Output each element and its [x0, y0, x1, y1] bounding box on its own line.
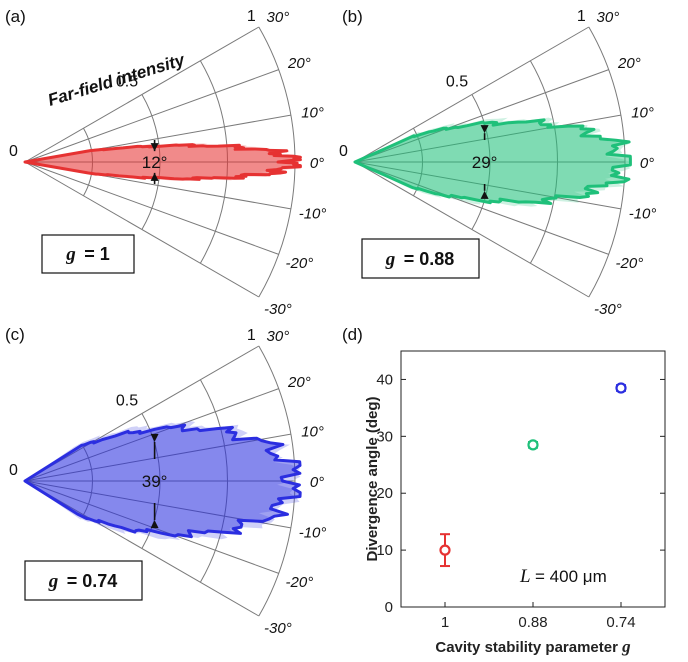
angle-tick-label: 30° [597, 9, 620, 26]
svg-text:g = 0.74: g = 0.74 [48, 571, 118, 592]
angle-tick-label: -10° [629, 206, 657, 223]
angle-tick-label: -10° [299, 525, 327, 542]
angle-tick-label: -20° [616, 255, 644, 272]
radial-tick-label: 1 [247, 327, 256, 344]
angle-tick-label: 10° [301, 423, 324, 440]
x-axis-label: Cavity stability parameter g [435, 637, 631, 656]
angle-tick-label: 10° [631, 104, 654, 121]
panel-label-b: (b) [342, 7, 363, 26]
g-value-c: = 0.74 [67, 571, 118, 591]
g-box-a: g = 1 [41, 234, 135, 274]
cavity-length-annotation: L = 400 μm [519, 566, 607, 587]
arrow-head [150, 433, 159, 442]
radial-tick-label: 1 [247, 8, 256, 25]
arrow-head [150, 172, 159, 181]
angle-tick-label: -30° [594, 301, 622, 318]
data-point [527, 439, 539, 451]
angle-tick-label: 0° [640, 155, 654, 172]
divergence-angle-label: 29° [472, 153, 498, 172]
y-tick-label: 10 [376, 542, 393, 559]
polar-grid-spoke [24, 345, 260, 482]
arrow-head [480, 190, 489, 199]
beam-halo [355, 117, 631, 207]
x-tick-label: 0.88 [518, 614, 547, 631]
y-tick-label: 0 [385, 599, 393, 616]
panel-label-d: (d) [342, 325, 363, 344]
polar-plot-c: 39° 0 0.5 1 30° 20° 10° 0° -10° -20° -30° [9, 327, 326, 637]
divergence-chart: 0 10 20 30 40 1 0.88 0.74 Divergence angle (de… [364, 350, 666, 656]
g-symbol-a: g [65, 244, 76, 265]
divergence-angle-label: 39° [142, 472, 168, 491]
x-tick-label: 1 [441, 614, 449, 631]
radial-tick-label: 0 [9, 462, 18, 479]
x-axis-ticks: 1 0.88 0.74 [441, 602, 636, 631]
radial-tick-label: 0.5 [116, 74, 138, 91]
polar-grid-spoke [354, 161, 621, 210]
polar-grid-spoke [354, 161, 609, 255]
radial-tick-label: 1 [577, 8, 586, 25]
angle-tick-label: 20° [287, 55, 311, 72]
polar-grid-spoke [354, 114, 621, 163]
g-box-c: g = 0.74 [24, 560, 143, 601]
angle-tick-label: -10° [299, 206, 327, 223]
g-value-b: = 0.88 [404, 249, 455, 269]
panel-label-c: (c) [5, 325, 25, 344]
angle-tick-label: -30° [264, 301, 292, 318]
beam-profile [23, 423, 302, 539]
polar-grid-spoke [24, 480, 260, 617]
x-tick-label: 0.74 [606, 614, 635, 631]
polar-plot-b: 29° 0 0.5 1 30° 20° 10° 0° -10° -20° -30° [339, 8, 656, 318]
g-box-b: g = 0.88 [361, 238, 480, 279]
arrow-head [150, 520, 159, 529]
angle-tick-label: 0° [310, 155, 324, 172]
beam-halo [25, 421, 301, 540]
angle-tick-label: -30° [264, 620, 292, 637]
angle-tick-label: -20° [286, 574, 314, 591]
angle-tick-label: 0° [310, 474, 324, 491]
radial-tick-label: 0 [9, 143, 18, 160]
polar-grid-spoke [354, 69, 609, 163]
angle-tick-label: 30° [267, 328, 290, 345]
radial-tick-label: 0.5 [446, 74, 468, 91]
g-symbol-b: g [385, 249, 396, 270]
angle-tick-label: -20° [286, 255, 314, 272]
g-symbol-c: g [48, 571, 59, 592]
g-value-a: = 1 [84, 244, 110, 264]
polar-grid-spoke [24, 69, 279, 163]
radial-tick-label: 0 [339, 143, 348, 160]
polar-grid-spoke [24, 433, 291, 482]
angle-tick-label: 30° [267, 9, 290, 26]
radial-tick-label: 0.5 [116, 393, 138, 410]
polar-plot-a: 12° 0 0.5 1 30° 20° 10° 0° -10° -20° -30° [9, 8, 326, 318]
y-tick-label: 40 [376, 371, 393, 388]
polar-grid-spoke [354, 161, 590, 298]
arrow-head [150, 143, 159, 152]
y-tick-label: 30 [376, 428, 393, 445]
y-axis-ticks: 0 10 20 30 40 [376, 371, 665, 616]
angle-tick-label: 10° [301, 104, 324, 121]
angle-tick-label: 20° [617, 55, 641, 72]
data-point [439, 544, 451, 556]
divergence-angle-label: 12° [142, 153, 168, 172]
polar-grid-spoke [354, 26, 590, 163]
data-point [615, 382, 627, 394]
beam-profile [353, 118, 632, 205]
beam-halo [25, 143, 301, 181]
polar-grid-spoke [24, 161, 279, 255]
svg-text:g = 0.88: g = 0.88 [385, 249, 455, 270]
y-axis-label: Divergence angle (deg) [364, 396, 381, 561]
data-points [439, 382, 627, 568]
svg-text:g = 1: g = 1 [65, 244, 109, 265]
arrow-head [480, 125, 489, 134]
panel-label-a: (a) [5, 7, 26, 26]
polar-grid-spoke [24, 26, 260, 163]
angle-tick-label: 20° [287, 374, 311, 391]
y-tick-label: 20 [376, 485, 393, 502]
polar-grid-spoke [24, 161, 260, 298]
